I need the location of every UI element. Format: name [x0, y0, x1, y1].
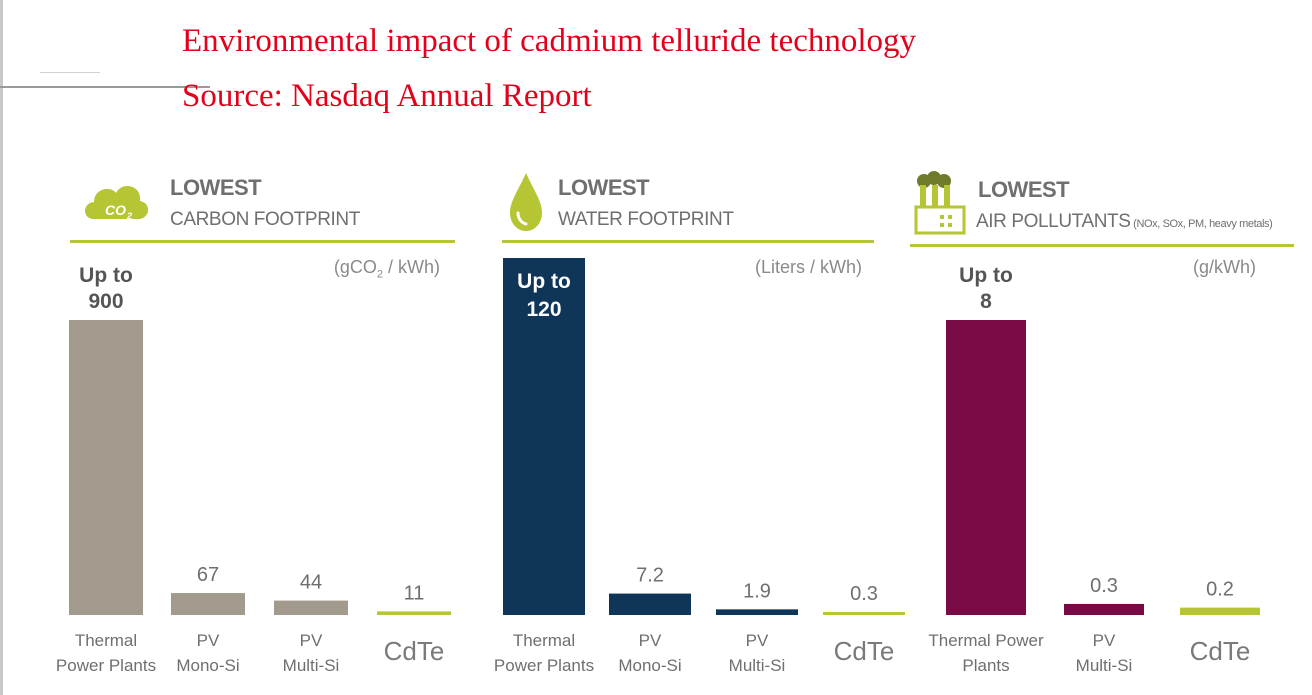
unit-label: (gCO2 / kWh)	[333, 257, 440, 281]
category-label: Mono-Si	[176, 656, 239, 675]
category-label: Thermal	[513, 631, 575, 650]
data-label: 44	[300, 572, 322, 594]
header-rule	[70, 240, 455, 243]
category-label: PV	[1093, 631, 1116, 650]
bar	[716, 609, 798, 615]
bar	[69, 320, 143, 615]
bar	[1180, 607, 1260, 615]
panel-header-line2: AIR POLLUTANTS (NOx, SOx, PM, heavy meta…	[976, 211, 1273, 232]
category-label: PV	[639, 631, 662, 650]
category-label: PV	[300, 631, 323, 650]
water-drop-icon	[510, 173, 542, 231]
data-label: 8	[980, 290, 992, 313]
panel-header-line1: LOWEST	[978, 177, 1070, 202]
category-label: Power Plants	[56, 656, 156, 675]
data-label: Up to	[79, 264, 133, 287]
panel-header-line1: LOWEST	[170, 175, 262, 200]
data-label: 7.2	[636, 565, 664, 587]
header-rule	[910, 244, 1294, 247]
unit-label: (g/kWh)	[1193, 257, 1256, 277]
slide-border	[0, 0, 3, 695]
carbon-chart: Up to 900 Thermal Power Plants 67 PV Mono-Si 44…	[56, 264, 451, 675]
category-label: Multi-Si	[283, 656, 340, 675]
decorative-rule	[40, 72, 100, 73]
bar	[946, 320, 1026, 615]
data-label: 11	[404, 582, 425, 604]
panel-header-line1: LOWEST	[558, 175, 650, 200]
category-label: CdTe	[834, 636, 895, 666]
data-label: Up to	[517, 270, 571, 293]
bar	[823, 612, 905, 615]
category-label: Thermal	[75, 631, 137, 650]
bar	[171, 593, 245, 615]
air-pollutants-panel: LOWEST AIR POLLUTANTS (NOx, SOx, PM, hea…	[908, 165, 1312, 695]
category-label: Thermal Power	[928, 631, 1044, 650]
title-line-2: Source: Nasdaq Annual Report	[182, 78, 592, 114]
category-label: Multi-Si	[1076, 656, 1133, 675]
bar	[377, 611, 451, 615]
data-label: 0.2	[1206, 579, 1234, 601]
title-line-1: Environmental impact of cadmium tellurid…	[182, 23, 917, 59]
data-label: Up to	[959, 264, 1013, 287]
decorative-rule	[0, 86, 210, 88]
co2-cloud-icon: CO 2	[85, 186, 149, 221]
carbon-footprint-panel: CO 2 LOWEST CARBON FOOTPRINT (gCO2 / kWh…	[56, 165, 460, 695]
unit-label: (Liters / kWh)	[754, 257, 862, 277]
data-label: 0.3	[850, 583, 878, 605]
category-label: CdTe	[1190, 636, 1251, 666]
category-label: PV	[197, 631, 220, 650]
data-label: 120	[526, 298, 561, 321]
data-label: 0.3	[1090, 575, 1118, 597]
bar	[1064, 603, 1144, 615]
svg-text:CO: CO	[105, 202, 126, 218]
data-label: 900	[88, 290, 123, 313]
category-label: Mono-Si	[618, 656, 681, 675]
air-pollutants-chart: Up to 8 Thermal Power Plants 0.3 PV Multi-Si 0.…	[928, 264, 1260, 675]
panel-header-line2: CARBON FOOTPRINT	[170, 209, 360, 230]
category-label: Plants	[962, 656, 1009, 675]
category-label: Multi-Si	[729, 656, 786, 675]
bar	[609, 593, 691, 615]
bar	[503, 258, 585, 615]
bar	[274, 600, 348, 615]
category-label: PV	[746, 631, 769, 650]
data-label: 1.9	[743, 580, 771, 602]
panel-header-line2: WATER FOOTPRINT	[558, 209, 734, 230]
data-label: 67	[197, 564, 219, 586]
category-label: CdTe	[384, 636, 445, 666]
water-chart: Up to 120 Thermal Power Plants 7.2 PV Mono-Si 1…	[494, 258, 905, 675]
svg-text:2: 2	[126, 211, 132, 221]
factory-icon	[914, 171, 966, 235]
water-footprint-panel: LOWEST WATER FOOTPRINT (Liters / kWh) Up…	[494, 165, 905, 695]
category-label: Power Plants	[494, 656, 594, 675]
header-rule	[502, 240, 874, 243]
slide-title: Environmental impact of cadmium tellurid…	[182, 14, 916, 124]
